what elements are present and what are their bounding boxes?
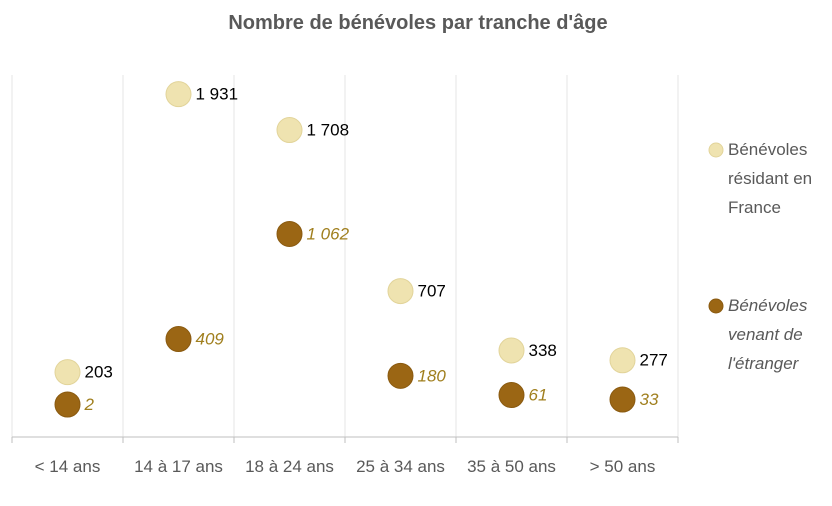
dot bbox=[165, 81, 192, 108]
dot bbox=[609, 386, 636, 413]
dot bbox=[276, 220, 303, 247]
x-tick-label: 25 à 34 ans bbox=[356, 457, 445, 476]
dot bbox=[498, 382, 525, 409]
legend-label: Bénévoles résidant en France bbox=[728, 140, 813, 217]
data-label: 61 bbox=[529, 385, 548, 404]
dot bbox=[54, 359, 81, 386]
x-tick-label: > 50 ans bbox=[589, 457, 656, 476]
data-label: 409 bbox=[196, 330, 225, 349]
data-label: 33 bbox=[640, 390, 659, 409]
data-label: 2 bbox=[84, 395, 95, 414]
x-tick-label: 18 à 24 ans bbox=[245, 457, 334, 476]
x-tick-label: 35 à 50 ans bbox=[467, 457, 556, 476]
dot bbox=[387, 362, 414, 389]
data-label: 1 062 bbox=[307, 224, 350, 243]
dot bbox=[276, 117, 303, 144]
data-label: 180 bbox=[418, 366, 447, 385]
legend-marker bbox=[708, 142, 724, 158]
legend-marker bbox=[708, 298, 724, 314]
data-label: 203 bbox=[85, 363, 113, 382]
dot bbox=[54, 391, 81, 418]
dot bbox=[609, 347, 636, 374]
data-label: 277 bbox=[640, 351, 668, 370]
x-tick-label: < 14 ans bbox=[34, 457, 101, 476]
chart-title: Nombre de bénévoles par tranche d'âge bbox=[228, 12, 608, 34]
dot bbox=[165, 326, 192, 353]
x-tick-label: 14 à 17 ans bbox=[134, 457, 223, 476]
legend-label: Bénévoles venant de l'étranger bbox=[728, 296, 808, 373]
data-label: 338 bbox=[529, 341, 557, 360]
data-label: 1 708 bbox=[307, 121, 350, 140]
data-label: 707 bbox=[418, 282, 446, 301]
dot bbox=[498, 337, 525, 364]
dot bbox=[387, 278, 414, 305]
data-label: 1 931 bbox=[196, 85, 239, 104]
